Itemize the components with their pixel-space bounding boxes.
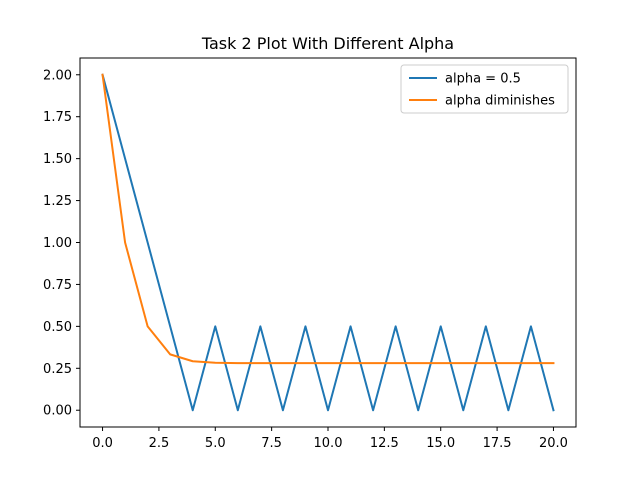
- y-tick-label: 1.25: [43, 194, 72, 209]
- x-tick-label: 0.0: [92, 436, 113, 451]
- series-line-2: [101, 73, 555, 365]
- y-tick-label: 0.50: [43, 320, 72, 335]
- x-tick-label: 2.5: [149, 436, 170, 451]
- y-tick-label: 0.00: [43, 404, 72, 419]
- x-tick-label: 10.0: [314, 436, 343, 451]
- legend-label-2: alpha diminishes: [445, 94, 555, 109]
- plot-area: 0.0 2.5 5.0 7.5 10.0 12.5 15.0 17.5 20.0 0.00 0.25…: [43, 57, 577, 451]
- y-tick-label: 1.75: [43, 110, 72, 125]
- x-tick-label: 20.0: [539, 436, 568, 451]
- x-tick-label: 15.0: [426, 436, 455, 451]
- x-tick-label: 17.5: [483, 436, 512, 451]
- x-tick-label: 12.5: [370, 436, 399, 451]
- y-tick-label: 1.00: [43, 236, 72, 251]
- legend-box: [400, 64, 569, 114]
- series-line-1: [101, 73, 555, 412]
- y-tick-label: 0.25: [43, 362, 72, 377]
- y-tick-label: 1.50: [43, 152, 72, 167]
- x-tick-label: 7.5: [261, 436, 282, 451]
- chart-title: Task 2 Plot With Different Alpha: [201, 34, 454, 53]
- y-tick-label: 0.75: [43, 278, 72, 293]
- legend-label-1: alpha = 0.5: [445, 72, 521, 87]
- y-tick-label: 2.00: [43, 68, 72, 83]
- x-tick-label: 5.0: [205, 436, 226, 451]
